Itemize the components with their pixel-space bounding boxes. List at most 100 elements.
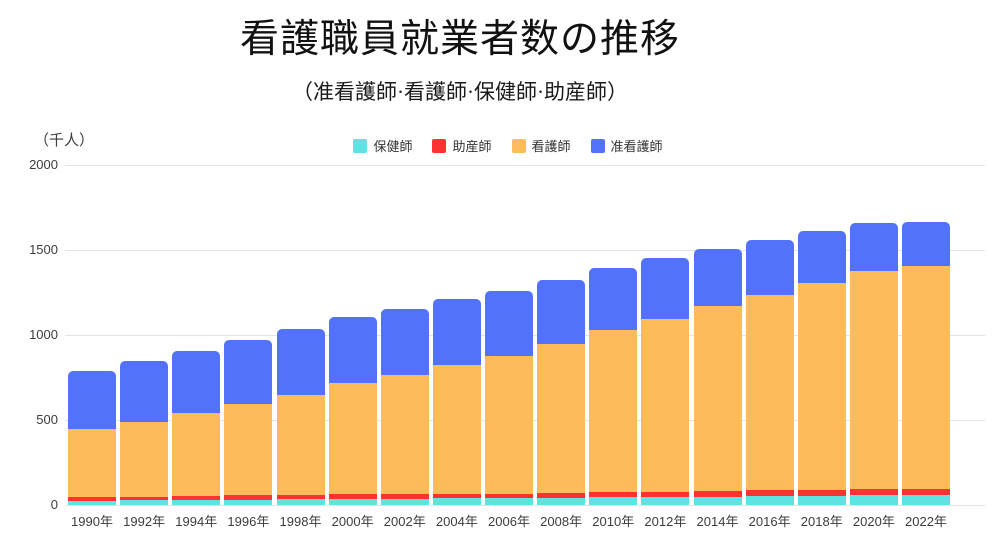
bar-2002: 2002年 — [380, 165, 429, 529]
bar-2020-seg-hokenshi — [849, 495, 898, 505]
bar-2022-seg-jun_kangoshi — [902, 222, 950, 266]
x-label-1990: 1990年 — [71, 514, 113, 529]
y-tick-500: 500 — [36, 412, 58, 427]
x-label-1994: 1994年 — [175, 514, 218, 529]
bar-2022-seg-hokenshi — [902, 495, 950, 505]
y-tick-1000: 1000 — [29, 327, 58, 342]
x-label-2014: 2014年 — [696, 514, 739, 529]
bar-2004-seg-jun_kangoshi — [432, 299, 481, 365]
bar-2010-seg-josanshi — [589, 492, 638, 498]
bar-2022: 2022年 — [902, 165, 950, 529]
bar-1992-seg-jun_kangoshi — [120, 361, 169, 422]
bar-1996-seg-jun_kangoshi — [224, 340, 273, 405]
bar-2022-seg-josanshi — [902, 488, 950, 496]
bar-1990-seg-jun_kangoshi — [68, 370, 116, 429]
bar-1998: 1998年 — [276, 165, 325, 529]
bar-1990-seg-kangoshi — [68, 428, 116, 497]
bar-2010-seg-kangoshi — [589, 330, 638, 493]
bar-2018-seg-kangoshi — [797, 282, 846, 490]
y-tick-1500: 1500 — [29, 242, 58, 257]
bar-2000-seg-josanshi — [328, 494, 377, 499]
bar-2012-seg-hokenshi — [641, 497, 690, 505]
x-label-2010: 2010年 — [592, 514, 635, 529]
x-label-2022: 2022年 — [905, 514, 947, 529]
bar-1998-seg-jun_kangoshi — [276, 329, 325, 395]
legend-item-hokenshi: 保健師 — [353, 136, 412, 155]
x-label-2004: 2004年 — [435, 514, 478, 529]
bar-2004-seg-kangoshi — [432, 364, 481, 495]
bar-2012: 2012年 — [641, 165, 690, 529]
bar-1994-seg-kangoshi — [172, 413, 221, 497]
bar-2016: 2016年 — [745, 165, 794, 529]
y-tick-0: 0 — [50, 497, 58, 512]
bar-2014-seg-hokenshi — [693, 496, 742, 505]
bar-2020-seg-jun_kangoshi — [849, 222, 898, 272]
legend-item-josanshi: 助産師 — [432, 136, 492, 155]
bar-2008-seg-hokenshi — [537, 497, 586, 505]
legend-swatch-josanshi — [432, 138, 447, 153]
bar-1990: 1990年 — [68, 165, 116, 529]
bar-2018-seg-hokenshi — [797, 496, 846, 505]
bar-2020: 2020年 — [849, 165, 898, 529]
x-label-2008: 2008年 — [540, 514, 583, 529]
bar-2000-seg-kangoshi — [328, 383, 377, 495]
y-axis-unit-label: （千人） — [34, 132, 95, 149]
bar-1996-seg-josanshi — [224, 495, 273, 500]
bar-2002-seg-josanshi — [380, 494, 429, 499]
bar-2016-seg-hokenshi — [745, 496, 794, 505]
legend-swatch-kangoshi — [511, 138, 526, 153]
bar-1994-seg-jun_kangoshi — [172, 351, 221, 414]
bar-2008-seg-josanshi — [537, 492, 586, 498]
bar-2014: 2014年 — [693, 165, 742, 529]
bar-1992-seg-hokenshi — [120, 500, 169, 505]
gridline-2000 — [65, 165, 985, 166]
bar-2004-seg-josanshi — [432, 494, 481, 499]
bars-container: 1990年 1992年 1994年 1996年 1998年 2000年 2002年 2004年… — [68, 165, 950, 529]
bar-2002-seg-hokenshi — [380, 498, 429, 505]
x-label-1996: 1996年 — [227, 514, 270, 529]
legend-swatch-jun_kangoshi — [590, 138, 605, 153]
bar-2002-seg-jun_kangoshi — [380, 309, 429, 375]
bar-1992-seg-kangoshi — [120, 421, 169, 497]
bar-1998-seg-hokenshi — [276, 499, 325, 505]
x-label-1992: 1992年 — [123, 514, 166, 529]
bar-2016-seg-josanshi — [745, 490, 794, 497]
bar-1994-seg-josanshi — [172, 496, 221, 501]
bar-2018: 2018年 — [797, 165, 846, 529]
bar-2016-seg-jun_kangoshi — [745, 240, 794, 295]
bar-2014-seg-kangoshi — [693, 306, 742, 492]
x-label-2020: 2020年 — [852, 514, 895, 529]
x-label-2000: 2000年 — [331, 514, 374, 529]
bar-1992-seg-josanshi — [120, 496, 169, 501]
gridline-0 — [65, 505, 985, 506]
x-label-1998: 1998年 — [279, 514, 322, 529]
bar-2006-seg-jun_kangoshi — [485, 290, 533, 356]
bar-2018-seg-josanshi — [797, 489, 846, 496]
legend-label-kangoshi: 看護師 — [531, 139, 571, 154]
chart-title: 看護職員就業者数の推移 — [239, 18, 680, 61]
bar-1998-seg-josanshi — [276, 495, 325, 500]
x-label-2016: 2016年 — [748, 514, 791, 529]
bar-2008-seg-jun_kangoshi — [537, 280, 586, 344]
bar-2006-seg-josanshi — [485, 493, 533, 499]
legend-label-hokenshi: 保健師 — [373, 139, 413, 154]
x-label-2018: 2018年 — [800, 514, 843, 529]
chart-subtitle: （准看護師·看護師·保健師·助産師） — [292, 80, 628, 104]
bar-1994: 1994年 — [172, 165, 221, 529]
bar-2008: 2008年 — [537, 165, 586, 529]
legend-swatch-hokenshi — [353, 138, 368, 153]
bar-2014-seg-jun_kangoshi — [693, 248, 742, 307]
bar-2016-seg-kangoshi — [745, 294, 794, 491]
legend-item-jun_kangoshi: 准看護師 — [590, 136, 663, 155]
gridline-1500 — [65, 250, 985, 251]
bar-2022-seg-kangoshi — [902, 265, 950, 489]
y-tick-2000: 2000 — [29, 157, 58, 172]
bar-2008-seg-kangoshi — [537, 343, 586, 493]
bar-2006-seg-kangoshi — [485, 355, 533, 494]
chart-legend: 保健師 助産師 看護師 准看護師 — [12, 136, 992, 155]
bar-2020-seg-josanshi — [849, 489, 898, 496]
bar-2010-seg-hokenshi — [589, 497, 638, 505]
bar-2014-seg-josanshi — [693, 491, 742, 497]
bar-1990-seg-josanshi — [68, 496, 116, 501]
